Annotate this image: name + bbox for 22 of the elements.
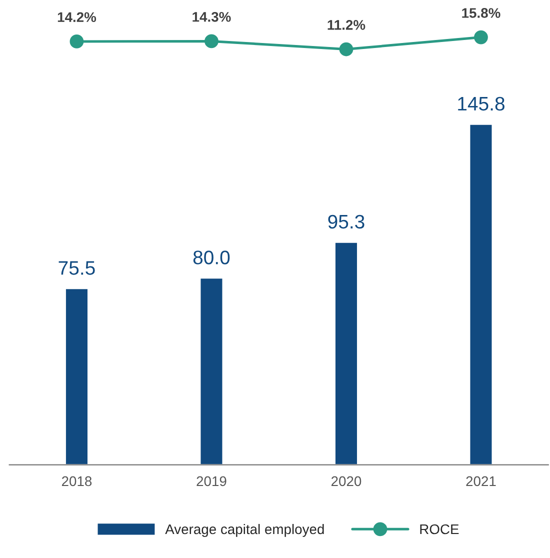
bar <box>334 241 358 465</box>
bar <box>468 123 494 465</box>
data-label: 75.5 <box>58 261 95 275</box>
point <box>474 30 488 44</box>
x-tick-label: 2018 <box>62 476 92 486</box>
x-tick-label: 2020 <box>331 476 362 486</box>
data-label: 95.3 <box>328 214 364 229</box>
data-label: 145.8 <box>458 96 504 111</box>
data-label: 11.2% <box>328 20 366 30</box>
point <box>70 34 84 48</box>
x-tick-label: 2019 <box>196 476 226 486</box>
x-tick-label: 2021 <box>466 476 496 486</box>
point <box>204 34 218 48</box>
data-label: 14.2% <box>58 12 96 22</box>
legend-label: ROCE <box>420 524 459 534</box>
bar <box>199 277 224 465</box>
bar <box>64 288 89 465</box>
data-label: 15.8% <box>462 8 500 18</box>
legend-label: Average capital employed <box>165 524 324 537</box>
data-label: 14.3% <box>192 12 231 22</box>
data-label: 80.0 <box>193 250 230 264</box>
point <box>339 42 354 56</box>
